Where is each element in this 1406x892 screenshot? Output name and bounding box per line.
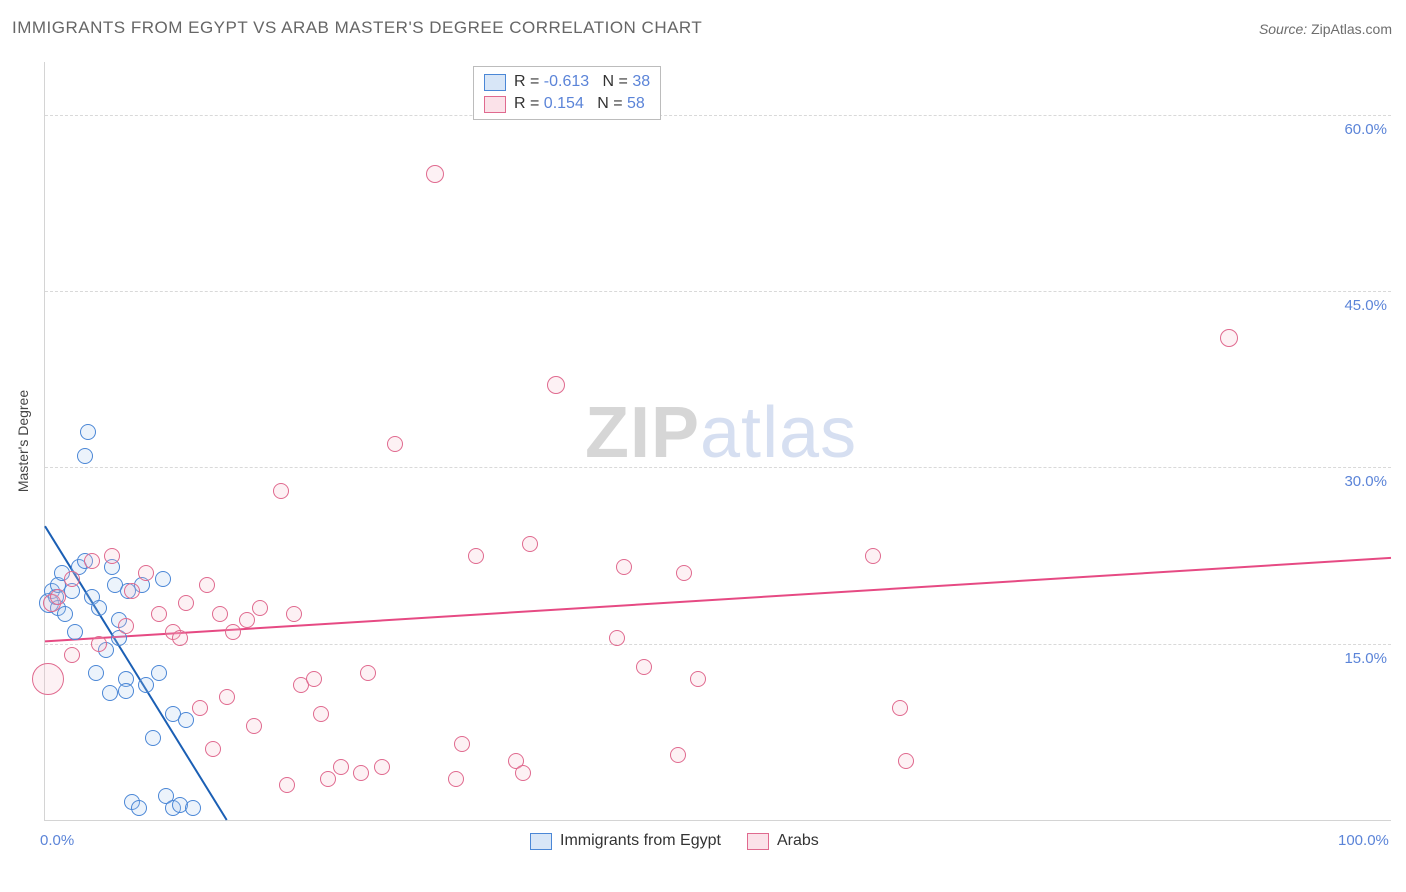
legend-stats: R = 0.154 N = 58 xyxy=(514,93,645,115)
data-point xyxy=(64,571,80,587)
data-point xyxy=(360,665,376,681)
x-tick-label: 100.0% xyxy=(1338,832,1389,849)
data-point xyxy=(118,683,134,699)
legend-row: R = -0.613 N = 38 xyxy=(484,71,650,93)
series-legend-label: Arabs xyxy=(777,832,819,850)
legend-r-value: -0.613 xyxy=(544,73,589,90)
data-point xyxy=(91,636,107,652)
series-legend-item: Arabs xyxy=(747,832,819,850)
series-legend-item: Immigrants from Egypt xyxy=(530,832,721,850)
source-value: ZipAtlas.com xyxy=(1311,21,1392,37)
data-point xyxy=(448,771,464,787)
data-point xyxy=(387,436,403,452)
data-point xyxy=(67,624,83,640)
legend-n-value: 58 xyxy=(627,95,645,112)
legend-r-value: 0.154 xyxy=(544,95,584,112)
data-point xyxy=(246,718,262,734)
data-point xyxy=(454,736,470,752)
chart-root: IMMIGRANTS FROM EGYPT VS ARAB MASTER'S D… xyxy=(0,0,1406,892)
data-point xyxy=(865,548,881,564)
source-credit: Source: ZipAtlas.com xyxy=(1259,21,1392,37)
source-label: Source: xyxy=(1259,21,1311,37)
data-point xyxy=(320,771,336,787)
chart-title: IMMIGRANTS FROM EGYPT VS ARAB MASTER'S D… xyxy=(12,18,702,38)
legend-n-label: N = xyxy=(603,73,633,90)
data-point xyxy=(515,765,531,781)
data-point xyxy=(670,747,686,763)
data-point xyxy=(118,618,134,634)
data-point xyxy=(609,630,625,646)
data-point xyxy=(104,548,120,564)
legend-r-label: R = xyxy=(514,95,544,112)
legend-swatch xyxy=(484,74,506,91)
data-point xyxy=(138,677,154,693)
data-point xyxy=(279,777,295,793)
plot-area: Master's Degree ZIPatlas 15.0%30.0%45.0%… xyxy=(44,62,1391,821)
data-point xyxy=(892,700,908,716)
legend-swatch xyxy=(530,833,552,850)
data-point xyxy=(172,630,188,646)
y-axis-label: Master's Degree xyxy=(15,390,31,492)
series-legend-label: Immigrants from Egypt xyxy=(560,832,721,850)
data-point xyxy=(468,548,484,564)
legend-swatch xyxy=(747,833,769,850)
data-point xyxy=(426,165,444,183)
data-point xyxy=(219,689,235,705)
data-point xyxy=(616,559,632,575)
data-point xyxy=(374,759,390,775)
data-point xyxy=(178,595,194,611)
legend-swatch xyxy=(484,96,506,113)
data-point xyxy=(690,671,706,687)
legend-row: R = 0.154 N = 58 xyxy=(484,93,650,115)
data-point xyxy=(522,536,538,552)
data-point xyxy=(32,663,64,695)
data-point xyxy=(273,483,289,499)
trend-lines xyxy=(45,62,1391,820)
legend-n-value: 38 xyxy=(632,73,650,90)
data-point xyxy=(199,577,215,593)
trend-line xyxy=(45,558,1391,641)
legend-r-label: R = xyxy=(514,73,544,90)
data-point xyxy=(239,612,255,628)
data-point xyxy=(102,685,118,701)
correlation-legend: R = -0.613 N = 38R = 0.154 N = 58 xyxy=(473,66,661,120)
data-point xyxy=(77,448,93,464)
series-legend: Immigrants from Egypt Arabs xyxy=(530,832,819,850)
data-point xyxy=(145,730,161,746)
x-tick-label: 0.0% xyxy=(40,832,74,849)
legend-n-label: N = xyxy=(597,95,627,112)
legend-stats: R = -0.613 N = 38 xyxy=(514,71,650,93)
